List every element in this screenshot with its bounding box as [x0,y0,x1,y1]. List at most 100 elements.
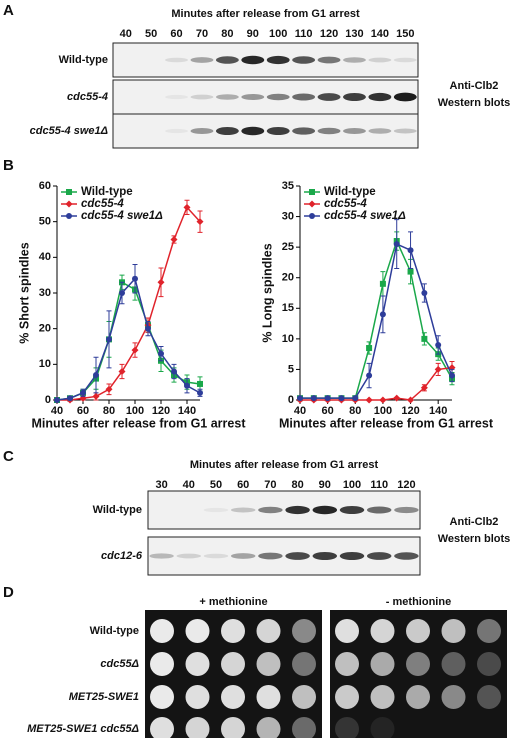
lane-label: 150 [396,28,414,40]
spot [292,717,316,738]
x-axis-label: Minutes after release from G1 arrest [32,416,247,430]
marker [67,395,73,402]
spot [406,652,430,676]
marker [420,384,428,392]
band [190,57,214,63]
lane-label: 80 [291,479,303,491]
marker [435,341,442,348]
marker [171,368,177,375]
marker [352,395,359,402]
x-axis-label: Minutes after release from G1 arrest [279,416,494,430]
blot [112,42,419,78]
band [292,56,316,64]
band [266,55,290,65]
y-tick-label: 5 [288,363,294,375]
spot [150,652,174,676]
series-line [300,243,453,399]
marker [297,395,303,402]
band [165,94,188,100]
y-tick-label: 10 [39,358,51,370]
series-line [56,277,201,401]
series-line [56,281,201,401]
marker [184,382,190,389]
panel-label: C [3,448,14,465]
spot [292,685,316,709]
lane-label: 50 [210,479,222,491]
spot [150,619,174,643]
marker [197,380,203,387]
spot [441,685,466,709]
row-label: cdc55-4 swe1Δ [30,125,108,137]
spot [185,685,210,709]
marker [379,396,387,404]
band [241,126,265,136]
x-tick-label: 40 [51,405,63,417]
lane-label: 40 [120,28,132,40]
spot [221,685,245,709]
spot [406,619,430,643]
panel-label: D [3,584,14,601]
x-tick-label: 40 [294,405,306,417]
band [317,127,341,135]
legend-label: cdc55-4 swe1Δ [81,210,163,222]
band [366,552,392,560]
spot [477,652,501,676]
spot [221,717,245,738]
lane-label: 80 [221,28,233,40]
side-label: Anti-Clb2 [450,80,499,92]
band [230,553,256,559]
band [343,57,366,63]
side-label: Western blots [438,97,511,109]
marker [366,345,373,352]
band [394,506,419,514]
spot [477,619,501,643]
spot [370,717,395,738]
lane-label: 100 [269,28,287,40]
band [176,553,202,559]
legend-label: cdc55-4 [324,198,367,210]
y-tick-label: 60 [39,180,51,192]
y-axis-label: % Long spindles [260,243,274,342]
y-tick-label: 15 [282,302,294,314]
marker [132,275,138,282]
spot [292,619,316,643]
lane-label: 100 [343,479,361,491]
marker [365,396,373,404]
row-label: Wild-type [59,54,108,66]
spot [477,685,501,709]
legend-marker [66,213,72,219]
marker [407,268,414,275]
blot-header: Minutes after release from G1 arrest [171,8,360,20]
legend-label: cdc55-4 [81,198,124,210]
marker [92,392,100,400]
band [266,93,290,101]
lane-label: 70 [264,479,276,491]
band [312,505,338,515]
y-tick-label: 0 [288,394,294,406]
marker [80,389,86,396]
band [368,92,392,102]
marker [157,278,165,286]
strain-label: MET25-SWE1 [69,691,139,703]
band [368,128,392,134]
band [339,552,365,560]
marker [106,336,112,343]
series-line [57,206,201,401]
band [343,128,366,134]
y-tick-label: 40 [39,251,51,263]
band [285,505,310,515]
band [266,127,290,135]
legend-label: cdc55-4 swe1Δ [324,210,406,222]
band [366,506,392,514]
marker [93,372,99,379]
band [343,93,366,101]
blot-header: Minutes after release from G1 arrest [190,459,379,471]
x-tick-label: 120 [401,405,419,417]
legend-marker [66,189,72,195]
lane-label: 60 [170,28,182,40]
marker [324,395,331,402]
band [215,127,239,135]
legend-label: Wild-type [81,186,133,198]
blot [112,79,419,115]
